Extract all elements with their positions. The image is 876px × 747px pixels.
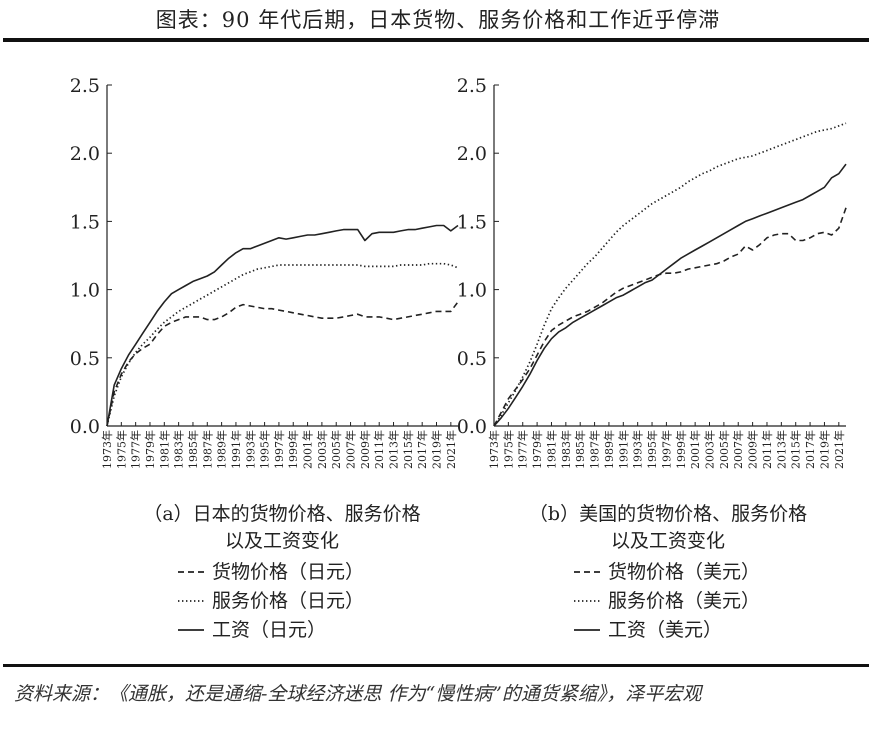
x-tick-label: 2007年 [344,430,358,469]
x-tick-label: 1981年 [157,430,171,469]
legend-label: 货物价格（日元） [212,561,364,583]
x-tick-label: 1989年 [215,430,229,469]
series-line-货物价格 [493,207,847,427]
chart-caption: （a）日本的货物价格、服务价格 [143,503,420,525]
series-line-服务价格 [493,122,847,427]
y-tick-label: 1.5 [457,211,487,233]
x-tick-label: 1983年 [172,430,186,469]
y-tick-label: 1.5 [70,211,100,233]
x-tick-label: 1975年 [114,430,128,469]
x-tick-label: 1989年 [602,430,616,469]
x-tick-label: 2011年 [372,430,386,469]
x-tick-label: 1995年 [258,430,272,469]
x-tick-label: 1993年 [631,430,645,469]
legend-label: 服务价格（日元） [212,590,364,612]
x-tick-label: 2013年 [387,430,401,469]
x-tick-label: 1999年 [286,430,300,469]
y-tick-label: 1.0 [70,280,100,302]
x-tick-label: 1985年 [186,430,200,469]
x-tick-label: 2019年 [817,430,831,469]
x-tick-label: 1997年 [659,430,673,469]
y-tick-label: 0.5 [70,348,100,370]
x-tick-label: 1973年 [100,430,114,469]
y-tick-label: 2.0 [70,143,100,165]
source-note: 资料来源：《通胀，还是通缩-全球经济迷思 作为“慢性病”的通货紧缩》，泽平宏观 [14,683,702,705]
x-tick-label: 1993年 [243,430,257,469]
x-tick-label: 1987年 [200,430,214,469]
y-tick-label: 0.0 [70,416,100,438]
x-tick-label: 1977年 [129,430,143,469]
y-tick-label: 0.0 [457,416,487,438]
x-tick-label: 1999年 [674,430,688,469]
x-tick-label: 2015年 [401,430,415,469]
y-tick-label: 2.5 [70,75,100,97]
y-tick-label: 0.5 [457,348,487,370]
x-tick-label: 2007年 [731,430,745,469]
bottom-rule [3,664,869,667]
x-tick-label: 1979年 [143,430,157,469]
series-line-工资 [493,163,847,427]
legend-label: 工资（日元） [212,619,326,641]
chart-caption: （b）美国的货物价格、服务价格 [529,503,807,525]
series-line-货物价格 [106,301,459,427]
series-line-服务价格 [106,262,459,427]
x-tick-label: 1997年 [272,430,286,469]
y-tick-label: 2.5 [457,75,487,97]
x-tick-label: 1991年 [616,430,630,469]
x-tick-label: 2005年 [717,430,731,469]
x-tick-label: 2001年 [301,430,315,469]
x-tick-label: 2011年 [760,430,774,469]
chart-caption: 以及工资变化 [225,530,339,552]
x-tick-label: 2017年 [803,430,817,469]
x-tick-label: 2019年 [430,430,444,469]
chart-caption: 以及工资变化 [611,530,725,552]
y-tick-label: 1.0 [457,280,487,302]
x-tick-label: 1979年 [530,430,544,469]
x-tick-label: 2017年 [415,430,429,469]
series-line-工资 [106,224,459,427]
x-tick-label: 2005年 [329,430,343,469]
x-tick-label: 2009年 [358,430,372,469]
x-tick-label: 1995年 [645,430,659,469]
page-title: 图表：90 年代后期，日本货物、服务价格和工作近乎停滞 [155,8,721,32]
legend-label: 货物价格（美元） [608,561,760,583]
x-tick-label: 1987年 [588,430,602,469]
x-tick-label: 2021年 [444,430,458,469]
x-tick-label: 1991年 [229,430,243,469]
x-tick-label: 2001年 [688,430,702,469]
x-tick-label: 2003年 [315,430,329,469]
x-tick-label: 2013年 [774,430,788,469]
x-tick-label: 1975年 [501,430,515,469]
x-tick-label: 1977年 [516,430,530,469]
x-tick-label: 1985年 [573,430,587,469]
x-tick-label: 2021年 [832,430,846,469]
x-tick-label: 1973年 [487,430,501,469]
x-tick-label: 1981年 [544,430,558,469]
top-rule [3,38,869,42]
legend-label: 工资（美元） [608,619,722,641]
x-tick-label: 1983年 [559,430,573,469]
x-tick-label: 2003年 [703,430,717,469]
x-tick-label: 2009年 [746,430,760,469]
legend-label: 服务价格（美元） [608,590,760,612]
x-tick-label: 2015年 [789,430,803,469]
y-tick-label: 2.0 [457,143,487,165]
